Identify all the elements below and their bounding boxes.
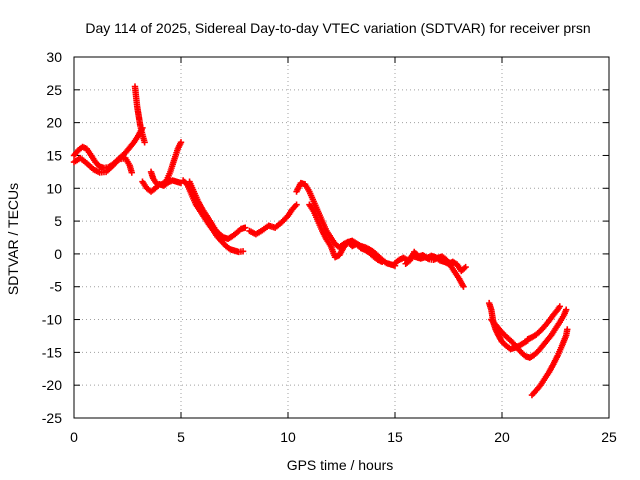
series-arc-12 bbox=[402, 248, 469, 275]
data-point bbox=[114, 157, 121, 164]
grid-layer bbox=[74, 57, 609, 418]
y-tick-label: -5 bbox=[50, 279, 63, 295]
x-axis-label: GPS time / hours bbox=[287, 457, 394, 473]
y-tick-label: 5 bbox=[54, 213, 62, 229]
chart-title: Day 114 of 2025, Sidereal Day-to-day VTE… bbox=[85, 20, 590, 36]
y-tick-label: -10 bbox=[42, 312, 62, 328]
y-tick-label: 25 bbox=[46, 82, 62, 98]
series-arc-15 bbox=[524, 303, 563, 343]
data-point bbox=[462, 263, 469, 271]
data-point bbox=[177, 139, 185, 146]
y-tick-label: -25 bbox=[42, 410, 62, 426]
series-arc-10 bbox=[306, 201, 386, 265]
series-arc-1 bbox=[70, 124, 146, 172]
data-point bbox=[563, 306, 570, 313]
x-tick-label: 15 bbox=[387, 429, 403, 445]
series-arc-2 bbox=[70, 154, 135, 176]
y-axis-label: SDTVAR / TECUs bbox=[5, 183, 21, 295]
data-point bbox=[556, 303, 563, 310]
series-arc-7 bbox=[186, 178, 249, 243]
y-tick-label: 10 bbox=[46, 180, 62, 196]
series-arc-5 bbox=[147, 139, 185, 188]
series-arc-9 bbox=[293, 179, 399, 269]
x-tick-label: 5 bbox=[177, 429, 185, 445]
tick-layer: 0 5 10 15 20 25 -25 -20 -15 -10 -5 0 5 10 15 20 25 30 bbox=[42, 49, 617, 445]
data-point bbox=[141, 139, 148, 146]
data-point bbox=[128, 169, 135, 176]
data-point bbox=[239, 248, 247, 255]
data-point bbox=[564, 326, 571, 333]
data-point bbox=[242, 224, 249, 231]
series-arc-16 bbox=[528, 326, 571, 399]
y-tick-label: 30 bbox=[46, 49, 62, 65]
x-tick-label: 20 bbox=[494, 429, 510, 445]
series-arc-13 bbox=[485, 299, 531, 353]
x-tick-label: 25 bbox=[601, 429, 617, 445]
x-tick-label: 10 bbox=[280, 429, 296, 445]
series-arc-14 bbox=[488, 306, 570, 361]
y-tick-label: -20 bbox=[42, 377, 62, 393]
data-layer bbox=[70, 83, 571, 399]
data-point bbox=[378, 258, 386, 265]
y-tick-label: -15 bbox=[42, 344, 62, 360]
data-point bbox=[153, 179, 160, 187]
x-tick-label: 0 bbox=[70, 429, 78, 445]
data-point bbox=[460, 283, 467, 290]
y-tick-label: 0 bbox=[54, 246, 62, 262]
y-tick-label: 15 bbox=[46, 147, 62, 163]
plot-frame bbox=[73, 56, 610, 419]
series-arc-8 bbox=[246, 201, 300, 238]
frame-layer bbox=[73, 56, 610, 419]
data-point bbox=[293, 201, 300, 208]
y-tick-label: 20 bbox=[46, 115, 62, 131]
series-arc-3 bbox=[131, 83, 148, 146]
